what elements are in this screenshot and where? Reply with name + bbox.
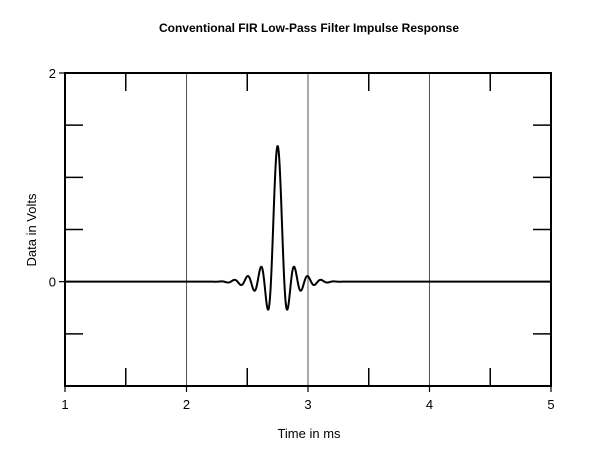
gridlines xyxy=(186,73,430,386)
y-tick-label-0: 0 xyxy=(49,275,56,290)
y-tick-label-2: 2 xyxy=(49,66,56,81)
x-tick-label-5: 5 xyxy=(547,397,554,412)
x-tick-label-3: 3 xyxy=(304,397,311,412)
y-axis-label: Data in Volts xyxy=(24,193,39,266)
x-tick-label-2: 2 xyxy=(183,397,190,412)
x-tick-label-4: 4 xyxy=(426,397,433,412)
chart-title: Conventional FIR Low-Pass Filter Impulse… xyxy=(159,21,459,35)
tick-marks xyxy=(59,72,552,392)
plot-frame xyxy=(64,72,552,387)
x-axis-label: Time in ms xyxy=(277,426,341,441)
impulse-response-line xyxy=(64,145,552,311)
x-tick-label-1: 1 xyxy=(61,397,68,412)
x-tick-labels: 1 2 3 4 5 xyxy=(61,397,554,412)
y-tick-labels: 02 xyxy=(49,66,56,290)
series-layer xyxy=(64,145,552,311)
